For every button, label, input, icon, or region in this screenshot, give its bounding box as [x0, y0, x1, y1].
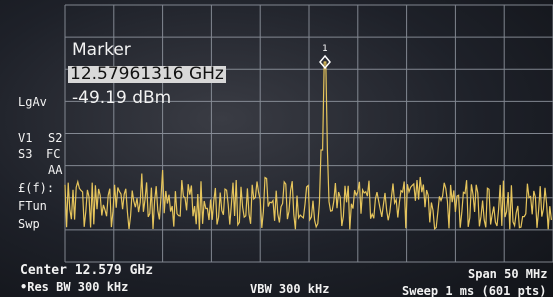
- side-label: Swp: [18, 218, 40, 230]
- marker-amplitude: -49.19 dBm: [72, 90, 171, 107]
- sweep: Sweep 1 ms (601 pts): [402, 285, 547, 297]
- analyzer-screen: 1 Marker 12.57961316 GHz -49.19 dBm LgAv…: [0, 0, 553, 297]
- side-label: £(f):: [18, 182, 54, 194]
- side-label: LgAv: [18, 96, 47, 108]
- marker-title: Marker: [72, 42, 131, 59]
- marker-frequency: 12.57961316 GHz: [68, 66, 226, 83]
- side-label: S2: [48, 132, 62, 144]
- side-label: V1: [18, 132, 32, 144]
- center-frequency: Center 12.579 GHz: [20, 264, 153, 277]
- marker-number: 1: [322, 44, 328, 54]
- vbw: VBW 300 kHz: [250, 283, 329, 295]
- side-label: FTun: [18, 200, 47, 212]
- side-label: AA: [48, 164, 62, 176]
- res-bw: •Res BW 300 kHz: [20, 281, 128, 293]
- side-label: S3: [18, 148, 32, 160]
- side-label: FC: [46, 148, 60, 160]
- span: Span 50 MHz: [468, 268, 547, 280]
